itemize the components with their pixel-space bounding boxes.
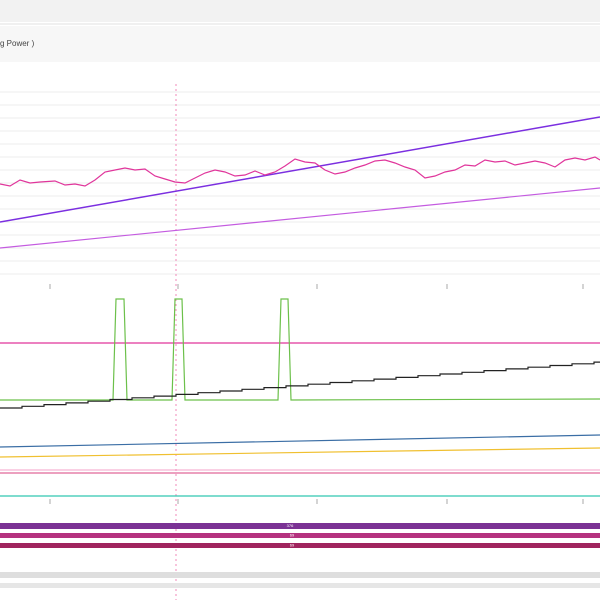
trace: [0, 187, 600, 249]
timeline-bar: [0, 523, 600, 529]
bar-label: 69: [290, 533, 295, 538]
trace: [0, 156, 600, 187]
grid: [0, 91, 600, 275]
trace: [0, 361, 600, 409]
bar-label: 376: [287, 523, 294, 528]
top-strip: [0, 0, 600, 22]
scroll-bar[interactable]: [0, 572, 600, 578]
scroll-bar[interactable]: [0, 583, 600, 588]
trace: [0, 434, 600, 448]
panel-header: [0, 26, 600, 62]
trace: [0, 298, 600, 401]
timeline-bar: [0, 533, 600, 538]
panel-title: g Power ): [0, 39, 35, 48]
bar-label: 69: [290, 543, 295, 548]
trace: [0, 116, 600, 223]
axis: [49, 284, 584, 504]
trace: [0, 447, 600, 458]
timeline-bar: [0, 543, 600, 548]
